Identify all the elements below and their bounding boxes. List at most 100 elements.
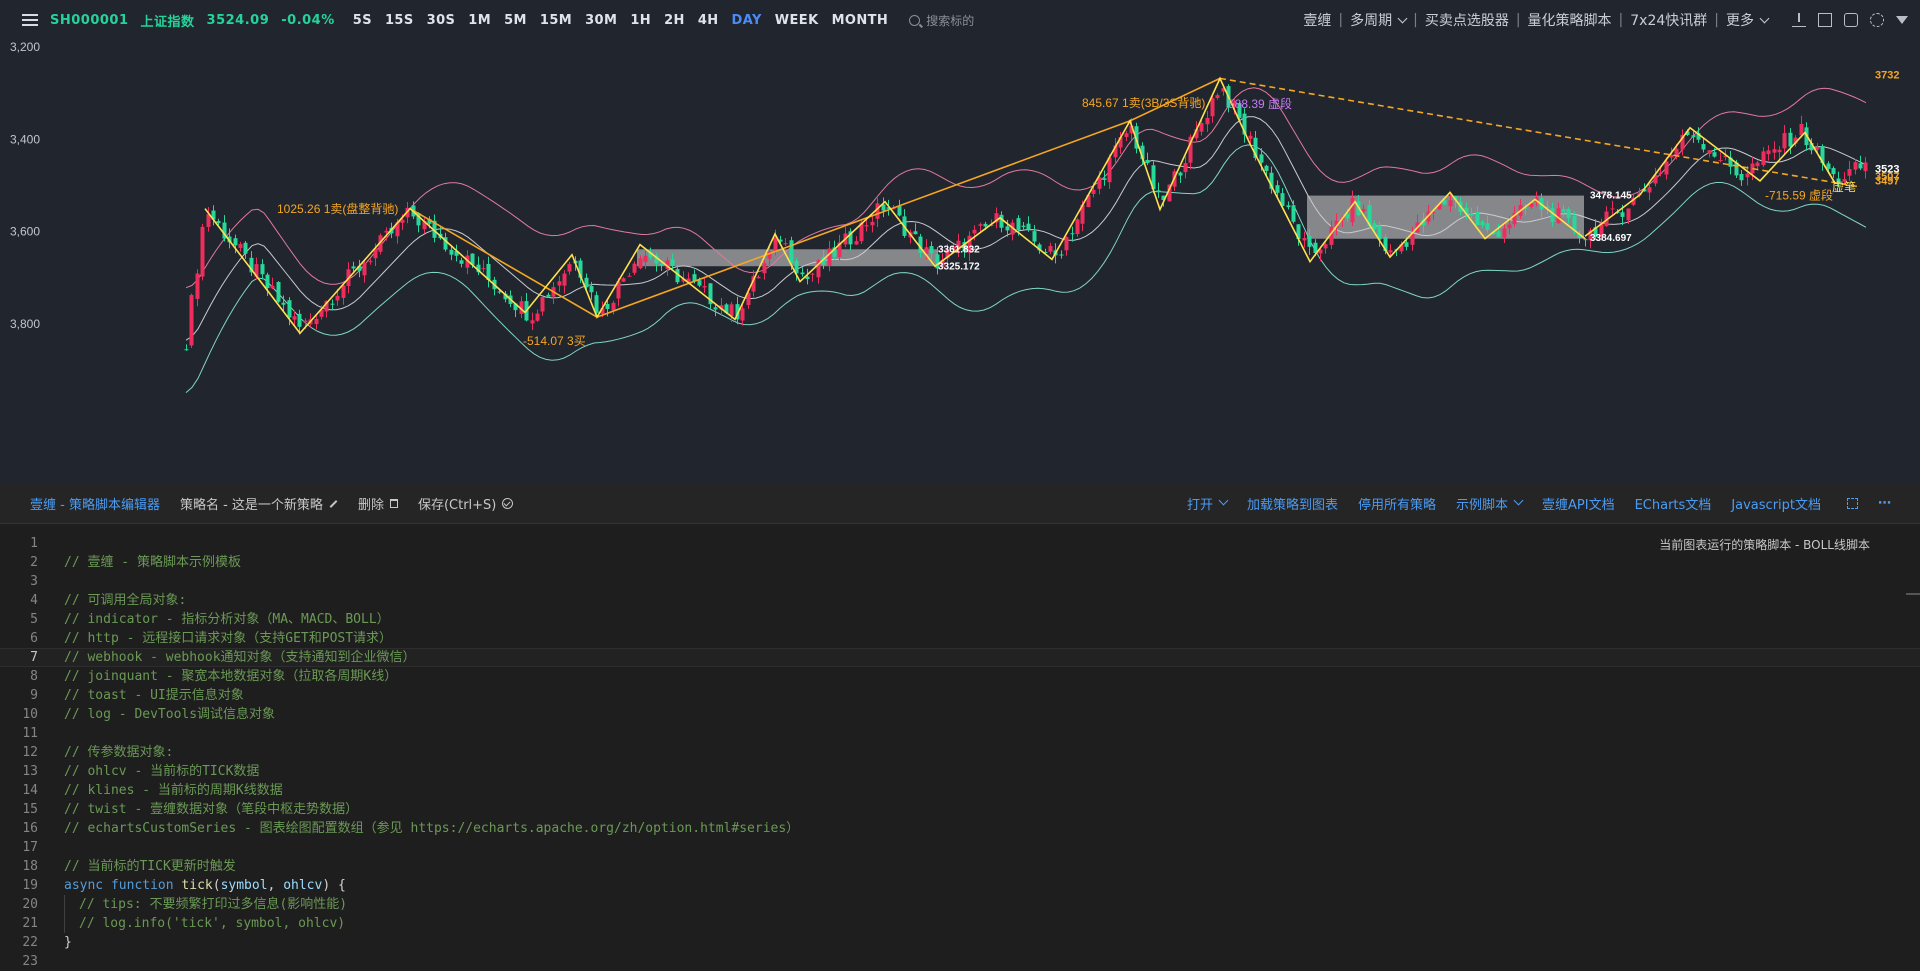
pivot-label: 3361.832 xyxy=(938,244,980,255)
period-day[interactable]: DAY xyxy=(731,12,762,28)
expand-icon[interactable] xyxy=(1847,498,1858,509)
period-5s[interactable]: 5S xyxy=(352,12,372,28)
menu-news-group[interactable]: 7x24快讯群 xyxy=(1630,13,1708,29)
candle-body xyxy=(918,236,923,254)
code-line[interactable]: 10 // log - DevTools调试信息对象 xyxy=(0,705,1920,724)
chart-canvas[interactable]: 3,800 3,600 3,400 3,200 3361.832 3325.172 347… xyxy=(0,40,1920,484)
code-line[interactable]: 12 // 传参数据对象: xyxy=(0,743,1920,762)
period-5m[interactable]: 5M xyxy=(504,12,527,28)
period-month[interactable]: MONTH xyxy=(831,12,889,28)
candle-body xyxy=(1572,215,1577,232)
api-doc-link[interactable]: 壹缠API文档 xyxy=(1542,498,1615,513)
code-line[interactable]: 6 // http - 远程接口请求对象（支持GET和POST请求） xyxy=(0,629,1920,648)
code-line[interactable]: 20 // tips: 不要频繁打印过多信息(影响性能) xyxy=(0,895,1920,914)
menu-more[interactable]: 更多 xyxy=(1726,10,1770,30)
code-text: // 壹缠 - 策略脚本示例模板 xyxy=(64,553,241,572)
toolbar-icons xyxy=(1780,13,1908,27)
editor-actions: 打开 加载策略到图表 停用所有策略 示例脚本 壹缠API文档 ECharts文档… xyxy=(1167,484,1892,523)
code-line[interactable]: 3 xyxy=(0,572,1920,591)
scrollbar[interactable] xyxy=(1906,593,1920,595)
open-button[interactable]: 打开 xyxy=(1187,494,1229,513)
code-line[interactable]: 23 xyxy=(0,952,1920,971)
search-placeholder[interactable]: 搜索标的 xyxy=(926,13,975,28)
code-token: // webhook - webhook通知对象（支持通知到企业微信） xyxy=(64,650,416,665)
save-button[interactable]: 保存(Ctrl+S) xyxy=(418,494,514,513)
period-30m[interactable]: 30M xyxy=(585,12,618,28)
candle-body xyxy=(670,259,675,267)
candle-body xyxy=(1264,165,1269,171)
collapse-icon[interactable] xyxy=(1896,16,1908,24)
candle-body xyxy=(1388,250,1393,253)
code-line[interactable]: 1 xyxy=(0,534,1920,553)
chart-annotations: 3361.832 3325.172 3478.145 3384.697 1025.26 … xyxy=(277,96,1856,348)
code-text: // log.info('tick', symbol, ohlcv) xyxy=(64,914,345,933)
menu-yichan[interactable]: 壹缠 xyxy=(1303,13,1332,29)
candle-body xyxy=(195,273,200,299)
settings-icon[interactable] xyxy=(1870,13,1884,27)
crop-icon[interactable] xyxy=(1818,13,1832,27)
code-line[interactable]: 13 // ohlcv - 当前标的TICK数据 xyxy=(0,762,1920,781)
code-line[interactable]: 9 // toast - UI提示信息对象 xyxy=(0,686,1920,705)
code-lines[interactable]: 1 2// 壹缠 - 策略脚本示例模板 3 4// 可调用全局对象: 5// indic… xyxy=(0,534,1920,971)
code-line[interactable]: 19 async function tick(symbol, ohlcv) { xyxy=(0,876,1920,895)
echarts-doc-link[interactable]: ECharts文档 xyxy=(1634,498,1712,513)
code-line[interactable]: 8 // joinquant - 聚宽本地数据对象（拉取各周期K线） xyxy=(0,667,1920,686)
candle-body xyxy=(594,295,599,313)
js-doc-link[interactable]: Javascript文档 xyxy=(1731,498,1821,513)
candle-body xyxy=(1599,222,1604,238)
candle-body xyxy=(1718,160,1723,162)
screenshot-icon[interactable] xyxy=(1844,13,1858,27)
period-15s[interactable]: 15S xyxy=(384,12,414,28)
candle-body xyxy=(362,262,367,276)
period-4h[interactable]: 4H xyxy=(697,12,719,28)
code-line[interactable]: 4 // 可调用全局对象: xyxy=(0,591,1920,610)
sliders-icon[interactable] xyxy=(22,13,38,27)
period-2h[interactable]: 2H xyxy=(664,12,685,28)
candle-body xyxy=(702,286,707,288)
code-line[interactable]: 15 // twist - 壹缠数据对象（笔段中枢走势数据） xyxy=(0,800,1920,819)
price-tag: 3497 xyxy=(1875,176,1899,188)
code-token: // log.info('tick', symbol, ohlcv) xyxy=(79,916,346,931)
kline-chart[interactable]: 3,800 3,600 3,400 3,200 3361.832 3325.172 347… xyxy=(0,40,1920,484)
code-line[interactable]: 16 // echartsCustomSeries - 图表绘图配置数组（参见 h… xyxy=(0,819,1920,838)
menu-stock-picker[interactable]: 买卖点选股器 xyxy=(1424,13,1509,29)
candle-body xyxy=(281,302,286,305)
code-line[interactable]: 22} xyxy=(0,933,1920,952)
code-line[interactable]: 17 xyxy=(0,838,1920,857)
code-line[interactable]: 21 // log.info('tick', symbol, ohlcv) xyxy=(0,914,1920,933)
period-1h[interactable]: 1H xyxy=(630,12,652,28)
delete-button[interactable]: 删除 xyxy=(358,494,398,513)
menu-multi-period[interactable]: 多周期 xyxy=(1350,10,1408,30)
code-line[interactable]: 5 // indicator - 指标分析对象（MA、MACD、BOLL） xyxy=(0,610,1920,629)
symbol-search[interactable]: 搜索标的 xyxy=(909,12,974,29)
candle-body xyxy=(335,295,340,301)
code-line[interactable]: 2 // 壹缠 - 策略脚本示例模板 xyxy=(0,553,1920,572)
candle-body xyxy=(1788,132,1793,147)
examples-button[interactable]: 示例脚本 xyxy=(1456,494,1524,513)
code-editor[interactable]: 1 2// 壹缠 - 策略脚本示例模板 3 4// 可调用全局对象: 5// indic… xyxy=(0,524,1920,969)
menu-quant-script[interactable]: 量化策略脚本 xyxy=(1527,13,1612,29)
strategy-name[interactable]: 策略名 - 这是一个新策略 xyxy=(180,494,338,513)
candle-body xyxy=(1583,239,1588,241)
download-icon[interactable] xyxy=(1792,13,1806,27)
candle-body xyxy=(708,283,713,305)
period-15m[interactable]: 15M xyxy=(539,12,573,28)
period-week[interactable]: WEEK xyxy=(774,12,819,28)
code-text: // tips: 不要频繁打印过多信息(影响性能) xyxy=(64,895,347,914)
candle-body xyxy=(222,222,227,239)
period-1m[interactable]: 1M xyxy=(468,12,492,28)
candle-body xyxy=(929,246,934,254)
more-icon[interactable]: ⋯ xyxy=(1878,496,1892,511)
code-line[interactable]: 11 xyxy=(0,724,1920,743)
load-to-chart-button[interactable]: 加载策略到图表 xyxy=(1246,498,1338,513)
editor-title[interactable]: 壹缠 - 策略脚本编辑器 xyxy=(30,498,160,513)
disable-all-button[interactable]: 停用所有策略 xyxy=(1357,498,1436,513)
period-30s[interactable]: 30S xyxy=(426,12,456,28)
code-line[interactable]: 14 // klines - 当前标的周期K线数据 xyxy=(0,781,1920,800)
code-line[interactable]: 18 // 当前标的TICK更新时触发 xyxy=(0,857,1920,876)
code-line[interactable]: 7 // webhook - webhook通知对象（支持通知到企业微信） xyxy=(0,648,1920,667)
topbar-right-menu: 壹缠 | 多周期 | 买卖点选股器 | 量化策略脚本 | 7x24快讯群 | 更… xyxy=(1303,0,1908,40)
separator: | xyxy=(1515,12,1521,28)
candle-body xyxy=(1701,144,1706,150)
virtual-segment-line xyxy=(1219,77,1861,188)
